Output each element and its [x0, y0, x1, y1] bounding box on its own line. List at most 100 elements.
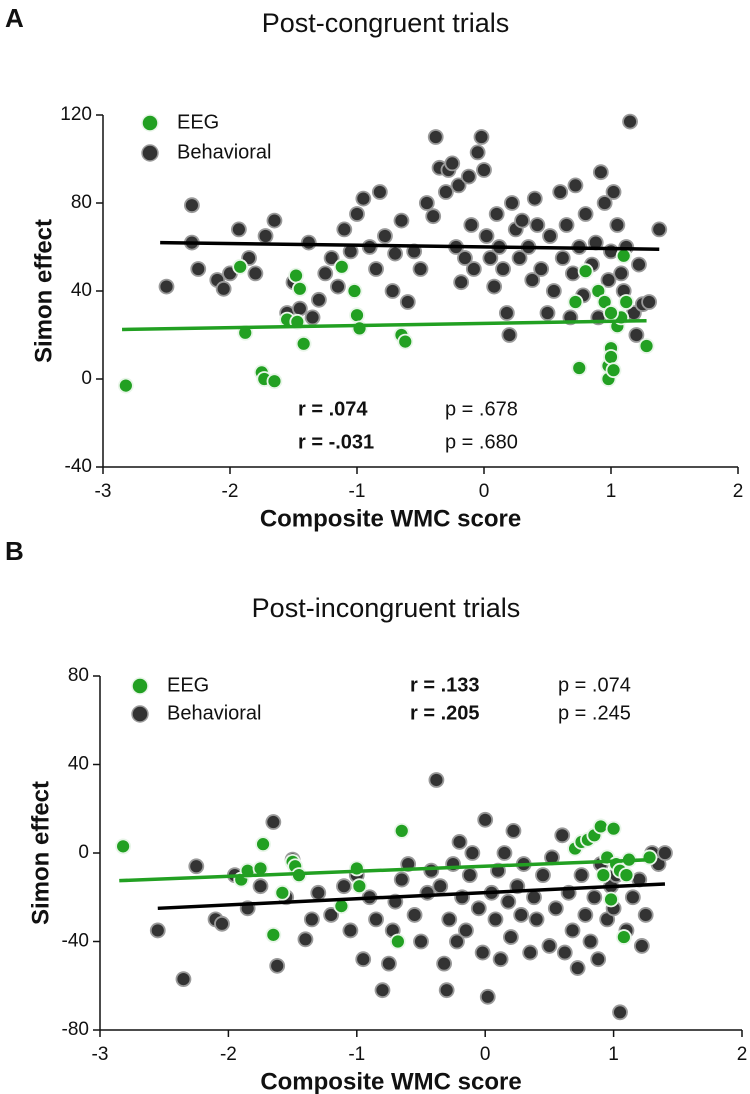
fit-line — [157, 882, 666, 911]
y-axis-title: Simon effect — [27, 781, 54, 925]
point — [183, 197, 200, 214]
point — [567, 294, 584, 310]
point — [117, 377, 134, 394]
point — [255, 836, 271, 853]
legend-marker — [141, 114, 159, 132]
point — [377, 228, 393, 244]
point — [577, 907, 594, 923]
y-tick-label: 0 — [78, 842, 89, 863]
point — [438, 982, 455, 999]
point — [618, 867, 635, 884]
point — [355, 190, 372, 207]
point — [336, 878, 352, 895]
point — [387, 245, 404, 262]
point — [149, 922, 166, 939]
point — [615, 929, 632, 945]
point — [188, 858, 205, 875]
point — [641, 294, 657, 310]
point — [380, 955, 397, 972]
point — [393, 212, 410, 229]
point — [541, 938, 558, 954]
point — [215, 280, 232, 297]
point — [349, 206, 365, 222]
point — [399, 294, 416, 310]
point — [444, 155, 461, 172]
point — [295, 335, 312, 352]
point — [460, 168, 477, 185]
point — [605, 820, 622, 837]
point — [524, 272, 541, 288]
point — [657, 845, 673, 861]
point — [473, 129, 490, 145]
point — [297, 931, 314, 948]
point — [603, 891, 619, 908]
point — [310, 884, 327, 901]
y-tick-label: 40 — [68, 754, 89, 775]
point — [488, 206, 505, 222]
y-tick-label: 120 — [60, 104, 92, 125]
annotation: p = .678 — [445, 398, 518, 420]
point — [558, 217, 575, 233]
point — [406, 907, 423, 923]
point — [463, 217, 480, 233]
point — [505, 822, 522, 839]
point — [291, 280, 308, 297]
point — [304, 309, 321, 326]
point — [533, 261, 550, 277]
point — [487, 911, 504, 928]
point — [115, 838, 132, 855]
point — [567, 177, 584, 194]
point — [266, 373, 283, 390]
x-tick-label: -3 — [92, 1044, 109, 1065]
point — [504, 195, 520, 211]
point — [303, 911, 320, 928]
point — [288, 267, 304, 284]
y-tick-label: 80 — [68, 665, 89, 686]
point — [461, 867, 478, 884]
point — [478, 228, 495, 244]
point — [641, 849, 658, 866]
point — [622, 113, 638, 130]
point — [323, 907, 340, 923]
point — [351, 878, 368, 895]
annotation: p = .680 — [445, 431, 518, 453]
point — [482, 250, 499, 266]
panel-label: B — [5, 536, 24, 566]
point — [389, 933, 406, 950]
point — [457, 250, 473, 266]
point — [291, 300, 308, 317]
point — [427, 129, 444, 145]
chart-title: Post-congruent trials — [262, 8, 510, 38]
point — [651, 221, 668, 238]
point — [618, 294, 635, 310]
point — [418, 195, 435, 211]
y-tick-label: 40 — [71, 280, 92, 301]
point — [300, 234, 317, 251]
y-tick-label: 80 — [71, 192, 92, 213]
point — [526, 190, 543, 207]
point — [371, 184, 388, 200]
point — [552, 184, 569, 200]
point — [470, 900, 487, 917]
panel-label: A — [5, 3, 24, 33]
point — [425, 208, 442, 225]
point — [436, 955, 453, 972]
point — [565, 265, 581, 282]
y-tick-label: 0 — [81, 368, 92, 389]
point — [496, 845, 513, 861]
point — [590, 951, 607, 968]
point — [542, 228, 558, 244]
point — [247, 265, 264, 282]
point — [368, 911, 384, 928]
point — [348, 860, 365, 877]
annotation: r = .074 — [298, 398, 368, 420]
point — [577, 263, 594, 280]
point — [522, 944, 539, 961]
point — [628, 327, 645, 343]
point — [500, 893, 517, 910]
point — [582, 933, 599, 950]
x-tick-label: -1 — [348, 1044, 365, 1065]
point — [569, 960, 586, 976]
point — [451, 834, 468, 850]
point — [571, 360, 588, 376]
